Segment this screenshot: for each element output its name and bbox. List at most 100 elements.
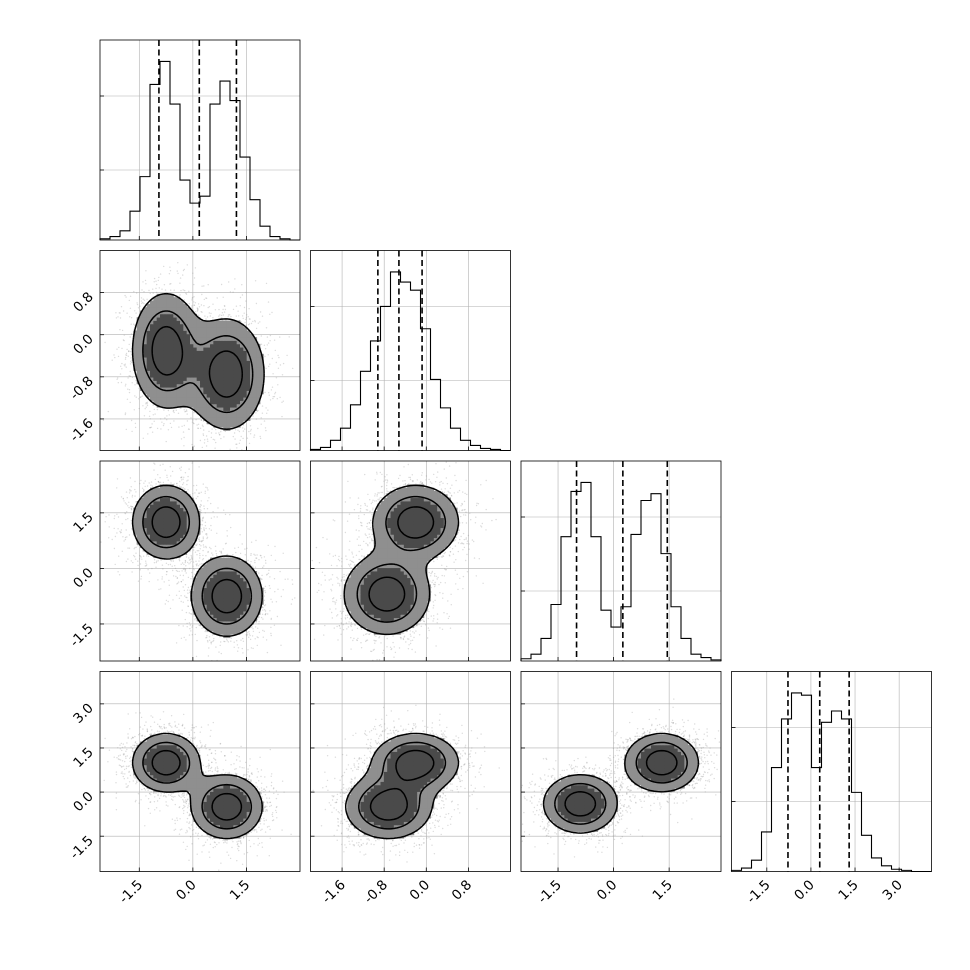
density-cell xyxy=(163,350,168,355)
scatter-point xyxy=(273,395,276,398)
density-cell xyxy=(183,310,188,315)
density-cell xyxy=(203,367,208,371)
scatter-point xyxy=(218,432,220,434)
scatter-point xyxy=(249,433,252,435)
density-cell xyxy=(230,407,234,411)
density-cell xyxy=(213,410,218,415)
density-cell xyxy=(196,410,201,415)
scatter-point xyxy=(242,427,244,429)
density-cell xyxy=(160,297,164,301)
density-cell xyxy=(236,413,241,418)
density-cell xyxy=(216,323,221,328)
scatter-point xyxy=(279,364,282,366)
scatter-point xyxy=(247,324,250,326)
density-cell xyxy=(230,367,234,371)
scatter-point xyxy=(192,422,194,424)
density-cell xyxy=(183,400,188,405)
density-cell xyxy=(183,390,188,395)
density-cell xyxy=(240,407,244,411)
contour-line xyxy=(131,292,265,430)
density-cell xyxy=(206,380,211,385)
density-cell xyxy=(180,370,184,375)
scatter-point xyxy=(202,549,204,552)
density-cell xyxy=(146,317,151,321)
density-cell xyxy=(193,377,198,381)
scatter-point xyxy=(269,399,272,401)
scatter-point xyxy=(248,308,250,310)
density-cell xyxy=(170,360,174,365)
density-cell xyxy=(213,370,218,375)
density-cell xyxy=(163,330,168,335)
scatter-point xyxy=(197,538,199,540)
scatter-point xyxy=(159,418,162,420)
density-cell xyxy=(180,377,184,381)
density-cell xyxy=(183,393,188,398)
density-cell xyxy=(170,317,174,321)
scatter-point xyxy=(184,560,187,562)
density-cell xyxy=(233,350,238,355)
density-cell xyxy=(243,343,248,348)
scatter-point xyxy=(242,317,244,320)
x-tick-label: 0.0 xyxy=(791,877,818,904)
density-cell xyxy=(150,363,154,368)
scatter-point xyxy=(130,333,133,335)
density-cell xyxy=(206,390,211,395)
density-cell xyxy=(146,313,151,318)
density-cell xyxy=(183,360,188,365)
density-cell xyxy=(160,380,164,385)
scatter-point xyxy=(119,329,121,331)
density-cell xyxy=(210,413,214,418)
density-cell xyxy=(210,357,214,361)
density-cell xyxy=(216,350,221,355)
density-cell xyxy=(210,367,214,371)
density-cell xyxy=(160,357,164,361)
density-cell xyxy=(180,397,184,401)
density-cell xyxy=(166,387,171,391)
density-cell xyxy=(180,363,184,368)
density-cell xyxy=(230,323,234,328)
density-cell xyxy=(243,397,248,401)
density-cell xyxy=(180,380,184,385)
density-cell xyxy=(240,323,244,328)
scatter-point xyxy=(186,480,188,482)
contour-line xyxy=(151,325,244,398)
scatter-point xyxy=(205,297,208,299)
density-cell xyxy=(220,327,224,331)
density-cell xyxy=(196,383,201,388)
density-cell xyxy=(243,363,248,368)
scatter-point xyxy=(188,303,190,305)
density-cell xyxy=(240,330,244,335)
density-cell xyxy=(233,373,238,378)
density-cell xyxy=(226,393,231,398)
density-cell xyxy=(190,403,194,408)
scatter-point xyxy=(192,296,194,299)
scatter-point xyxy=(205,533,207,535)
density-cell xyxy=(156,340,161,345)
scatter-point xyxy=(264,355,266,358)
density-cell xyxy=(236,367,241,371)
density-cell xyxy=(223,403,228,408)
density-cell xyxy=(156,330,161,335)
scatter-point xyxy=(122,536,124,538)
density-cell xyxy=(230,403,234,408)
density-cell xyxy=(253,357,258,361)
scatter-point xyxy=(152,414,154,416)
panel-frame xyxy=(99,250,301,451)
x-tick-label: 3.0 xyxy=(879,877,906,904)
density-cell xyxy=(240,333,244,338)
density-cell xyxy=(193,363,198,368)
scatter-point xyxy=(201,531,204,533)
scatter-point xyxy=(152,404,154,406)
density-cell xyxy=(156,373,161,378)
density-cell xyxy=(173,327,178,331)
scatter-point xyxy=(272,373,274,375)
density-cell xyxy=(213,347,218,351)
scatter-point xyxy=(228,451,229,452)
density-cell xyxy=(226,420,231,425)
density-cell xyxy=(186,317,191,321)
density-cell xyxy=(186,390,191,395)
density-cell xyxy=(206,323,211,328)
scatter-point xyxy=(130,317,133,319)
scatter-point xyxy=(200,419,203,421)
density-cell xyxy=(200,367,204,371)
